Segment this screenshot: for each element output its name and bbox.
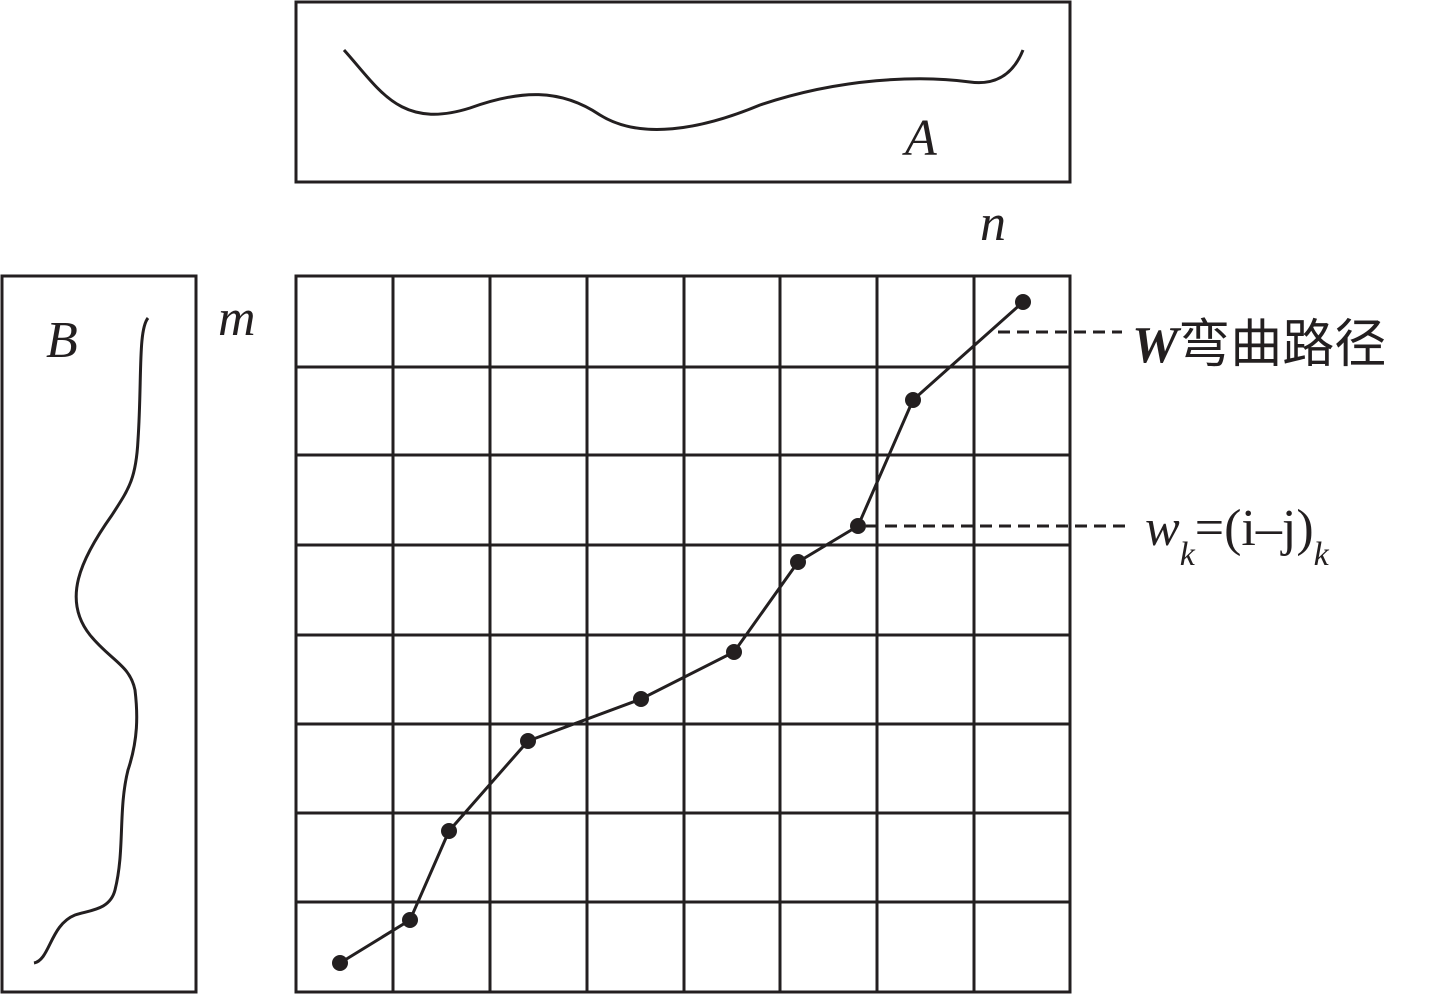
path-symbol: W [1132, 317, 1182, 374]
path-point [332, 955, 348, 971]
path-point [726, 644, 742, 660]
path-point [905, 392, 921, 408]
point-sub2: k [1314, 536, 1330, 573]
path-point [850, 518, 866, 534]
path-text: 弯曲路径 [1178, 316, 1386, 374]
path-point [790, 554, 806, 570]
path-point [1015, 294, 1031, 310]
series-a-box [294, 0, 1072, 184]
cost-grid [294, 274, 1072, 994]
point-label: wk=(i–j)k [1145, 500, 1330, 573]
path-point [441, 823, 457, 839]
series-b-box [0, 274, 198, 994]
path-points [332, 294, 1031, 971]
path-point [402, 912, 418, 928]
series-a-curve [342, 48, 1025, 131]
label-m: m [218, 290, 256, 347]
series-b-curve [33, 317, 150, 965]
point-expr: =(i–j) [1195, 500, 1314, 557]
label-n: n [980, 195, 1006, 252]
grid-rows [296, 365, 1070, 904]
warping-path [339, 300, 1024, 965]
point-sub: k [1180, 536, 1196, 573]
path-point [633, 691, 649, 707]
label-a: A [902, 110, 937, 167]
path-point [520, 733, 536, 749]
label-b: B [46, 312, 78, 369]
path-label: W弯曲路径 [1132, 316, 1386, 374]
point-symbol: w [1145, 500, 1180, 557]
